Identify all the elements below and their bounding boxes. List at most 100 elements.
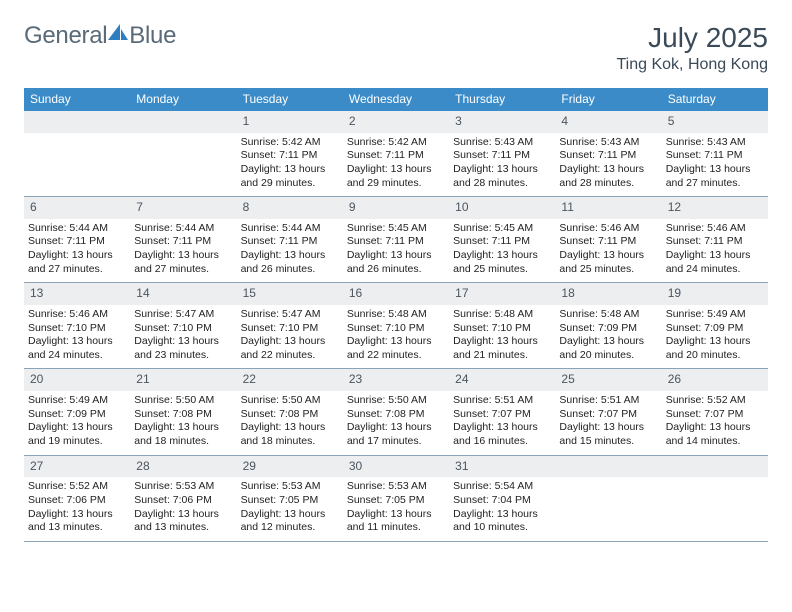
day-body: Sunrise: 5:49 AMSunset: 7:09 PMDaylight:… <box>24 391 130 455</box>
day-cell: 21Sunrise: 5:50 AMSunset: 7:08 PMDayligh… <box>130 369 236 454</box>
day-number: 18 <box>555 283 661 305</box>
day-cell: 6Sunrise: 5:44 AMSunset: 7:11 PMDaylight… <box>24 197 130 282</box>
day-body: Sunrise: 5:46 AMSunset: 7:11 PMDaylight:… <box>662 219 768 283</box>
day-body: Sunrise: 5:51 AMSunset: 7:07 PMDaylight:… <box>449 391 555 455</box>
sunrise-text: Sunrise: 5:52 AM <box>28 480 126 494</box>
day-number: 9 <box>343 197 449 219</box>
day-cell: 1Sunrise: 5:42 AMSunset: 7:11 PMDaylight… <box>237 111 343 196</box>
day-body: Sunrise: 5:45 AMSunset: 7:11 PMDaylight:… <box>343 219 449 283</box>
calendar-grid: SundayMondayTuesdayWednesdayThursdayFrid… <box>24 88 768 542</box>
sunset-text: Sunset: 7:09 PM <box>28 408 126 422</box>
sunset-text: Sunset: 7:07 PM <box>453 408 551 422</box>
day-number: 14 <box>130 283 236 305</box>
day-body: Sunrise: 5:51 AMSunset: 7:07 PMDaylight:… <box>555 391 661 455</box>
day-number: 2 <box>343 111 449 133</box>
day-body: Sunrise: 5:53 AMSunset: 7:05 PMDaylight:… <box>343 477 449 541</box>
day-number: 17 <box>449 283 555 305</box>
weekday-header: Wednesday <box>343 88 449 111</box>
day-cell: 27Sunrise: 5:52 AMSunset: 7:06 PMDayligh… <box>24 456 130 541</box>
day-body: Sunrise: 5:50 AMSunset: 7:08 PMDaylight:… <box>343 391 449 455</box>
day-body: Sunrise: 5:46 AMSunset: 7:10 PMDaylight:… <box>24 305 130 369</box>
day-cell: 20Sunrise: 5:49 AMSunset: 7:09 PMDayligh… <box>24 369 130 454</box>
day-cell: 12Sunrise: 5:46 AMSunset: 7:11 PMDayligh… <box>662 197 768 282</box>
weekday-header: Saturday <box>662 88 768 111</box>
weekday-header-row: SundayMondayTuesdayWednesdayThursdayFrid… <box>24 88 768 111</box>
day-number: 31 <box>449 456 555 478</box>
day-number: 27 <box>24 456 130 478</box>
sunset-text: Sunset: 7:04 PM <box>453 494 551 508</box>
month-title: July 2025 <box>617 22 769 54</box>
daylight-text: Daylight: 13 hours and 20 minutes. <box>666 335 764 362</box>
day-body: Sunrise: 5:54 AMSunset: 7:04 PMDaylight:… <box>449 477 555 541</box>
day-number: 7 <box>130 197 236 219</box>
empty-day-cell <box>662 456 768 541</box>
sunset-text: Sunset: 7:09 PM <box>559 322 657 336</box>
daylight-text: Daylight: 13 hours and 29 minutes. <box>347 163 445 190</box>
daylight-text: Daylight: 13 hours and 20 minutes. <box>559 335 657 362</box>
day-number: 3 <box>449 111 555 133</box>
brand-logo: GeneralBlue <box>24 22 176 50</box>
brand-text: GeneralBlue <box>24 22 176 50</box>
day-number: 5 <box>662 111 768 133</box>
sunset-text: Sunset: 7:06 PM <box>28 494 126 508</box>
day-number: 30 <box>343 456 449 478</box>
sunset-text: Sunset: 7:11 PM <box>666 235 764 249</box>
day-cell: 10Sunrise: 5:45 AMSunset: 7:11 PMDayligh… <box>449 197 555 282</box>
sunrise-text: Sunrise: 5:43 AM <box>453 136 551 150</box>
daylight-text: Daylight: 13 hours and 22 minutes. <box>241 335 339 362</box>
day-number: 21 <box>130 369 236 391</box>
sunset-text: Sunset: 7:11 PM <box>28 235 126 249</box>
day-number: 13 <box>24 283 130 305</box>
daylight-text: Daylight: 13 hours and 13 minutes. <box>134 508 232 535</box>
daylight-text: Daylight: 13 hours and 27 minutes. <box>666 163 764 190</box>
sunset-text: Sunset: 7:11 PM <box>666 149 764 163</box>
day-body: Sunrise: 5:50 AMSunset: 7:08 PMDaylight:… <box>237 391 343 455</box>
day-body: Sunrise: 5:43 AMSunset: 7:11 PMDaylight:… <box>662 133 768 197</box>
day-body: Sunrise: 5:43 AMSunset: 7:11 PMDaylight:… <box>555 133 661 197</box>
sunset-text: Sunset: 7:06 PM <box>134 494 232 508</box>
day-body: Sunrise: 5:48 AMSunset: 7:10 PMDaylight:… <box>343 305 449 369</box>
sunset-text: Sunset: 7:11 PM <box>453 149 551 163</box>
brand-text-part1: General <box>24 22 107 49</box>
weekday-header: Sunday <box>24 88 130 111</box>
day-number: 10 <box>449 197 555 219</box>
daylight-text: Daylight: 13 hours and 16 minutes. <box>453 421 551 448</box>
sunset-text: Sunset: 7:09 PM <box>666 322 764 336</box>
day-body: Sunrise: 5:47 AMSunset: 7:10 PMDaylight:… <box>237 305 343 369</box>
daylight-text: Daylight: 13 hours and 27 minutes. <box>28 249 126 276</box>
day-cell: 18Sunrise: 5:48 AMSunset: 7:09 PMDayligh… <box>555 283 661 368</box>
sunrise-text: Sunrise: 5:54 AM <box>453 480 551 494</box>
day-cell: 5Sunrise: 5:43 AMSunset: 7:11 PMDaylight… <box>662 111 768 196</box>
sail-icon <box>107 20 129 38</box>
daylight-text: Daylight: 13 hours and 27 minutes. <box>134 249 232 276</box>
day-cell: 24Sunrise: 5:51 AMSunset: 7:07 PMDayligh… <box>449 369 555 454</box>
daylight-text: Daylight: 13 hours and 23 minutes. <box>134 335 232 362</box>
day-number: 19 <box>662 283 768 305</box>
sunset-text: Sunset: 7:10 PM <box>347 322 445 336</box>
day-number: 25 <box>555 369 661 391</box>
sunrise-text: Sunrise: 5:47 AM <box>241 308 339 322</box>
sunrise-text: Sunrise: 5:46 AM <box>666 222 764 236</box>
day-cell: 22Sunrise: 5:50 AMSunset: 7:08 PMDayligh… <box>237 369 343 454</box>
day-number: 23 <box>343 369 449 391</box>
daylight-text: Daylight: 13 hours and 18 minutes. <box>134 421 232 448</box>
daylight-text: Daylight: 13 hours and 11 minutes. <box>347 508 445 535</box>
sunrise-text: Sunrise: 5:45 AM <box>347 222 445 236</box>
sunset-text: Sunset: 7:11 PM <box>241 235 339 249</box>
week-row: 6Sunrise: 5:44 AMSunset: 7:11 PMDaylight… <box>24 197 768 283</box>
sunset-text: Sunset: 7:11 PM <box>453 235 551 249</box>
day-body: Sunrise: 5:44 AMSunset: 7:11 PMDaylight:… <box>237 219 343 283</box>
daylight-text: Daylight: 13 hours and 14 minutes. <box>666 421 764 448</box>
week-row: 1Sunrise: 5:42 AMSunset: 7:11 PMDaylight… <box>24 111 768 197</box>
title-block: July 2025 Ting Kok, Hong Kong <box>617 22 769 74</box>
weekday-header: Friday <box>555 88 661 111</box>
sunset-text: Sunset: 7:11 PM <box>559 235 657 249</box>
day-cell: 17Sunrise: 5:48 AMSunset: 7:10 PMDayligh… <box>449 283 555 368</box>
day-number: 26 <box>662 369 768 391</box>
week-row: 20Sunrise: 5:49 AMSunset: 7:09 PMDayligh… <box>24 369 768 455</box>
sunrise-text: Sunrise: 5:49 AM <box>28 394 126 408</box>
empty-day-cell <box>130 111 236 196</box>
sunset-text: Sunset: 7:10 PM <box>134 322 232 336</box>
daylight-text: Daylight: 13 hours and 28 minutes. <box>559 163 657 190</box>
sunrise-text: Sunrise: 5:51 AM <box>453 394 551 408</box>
